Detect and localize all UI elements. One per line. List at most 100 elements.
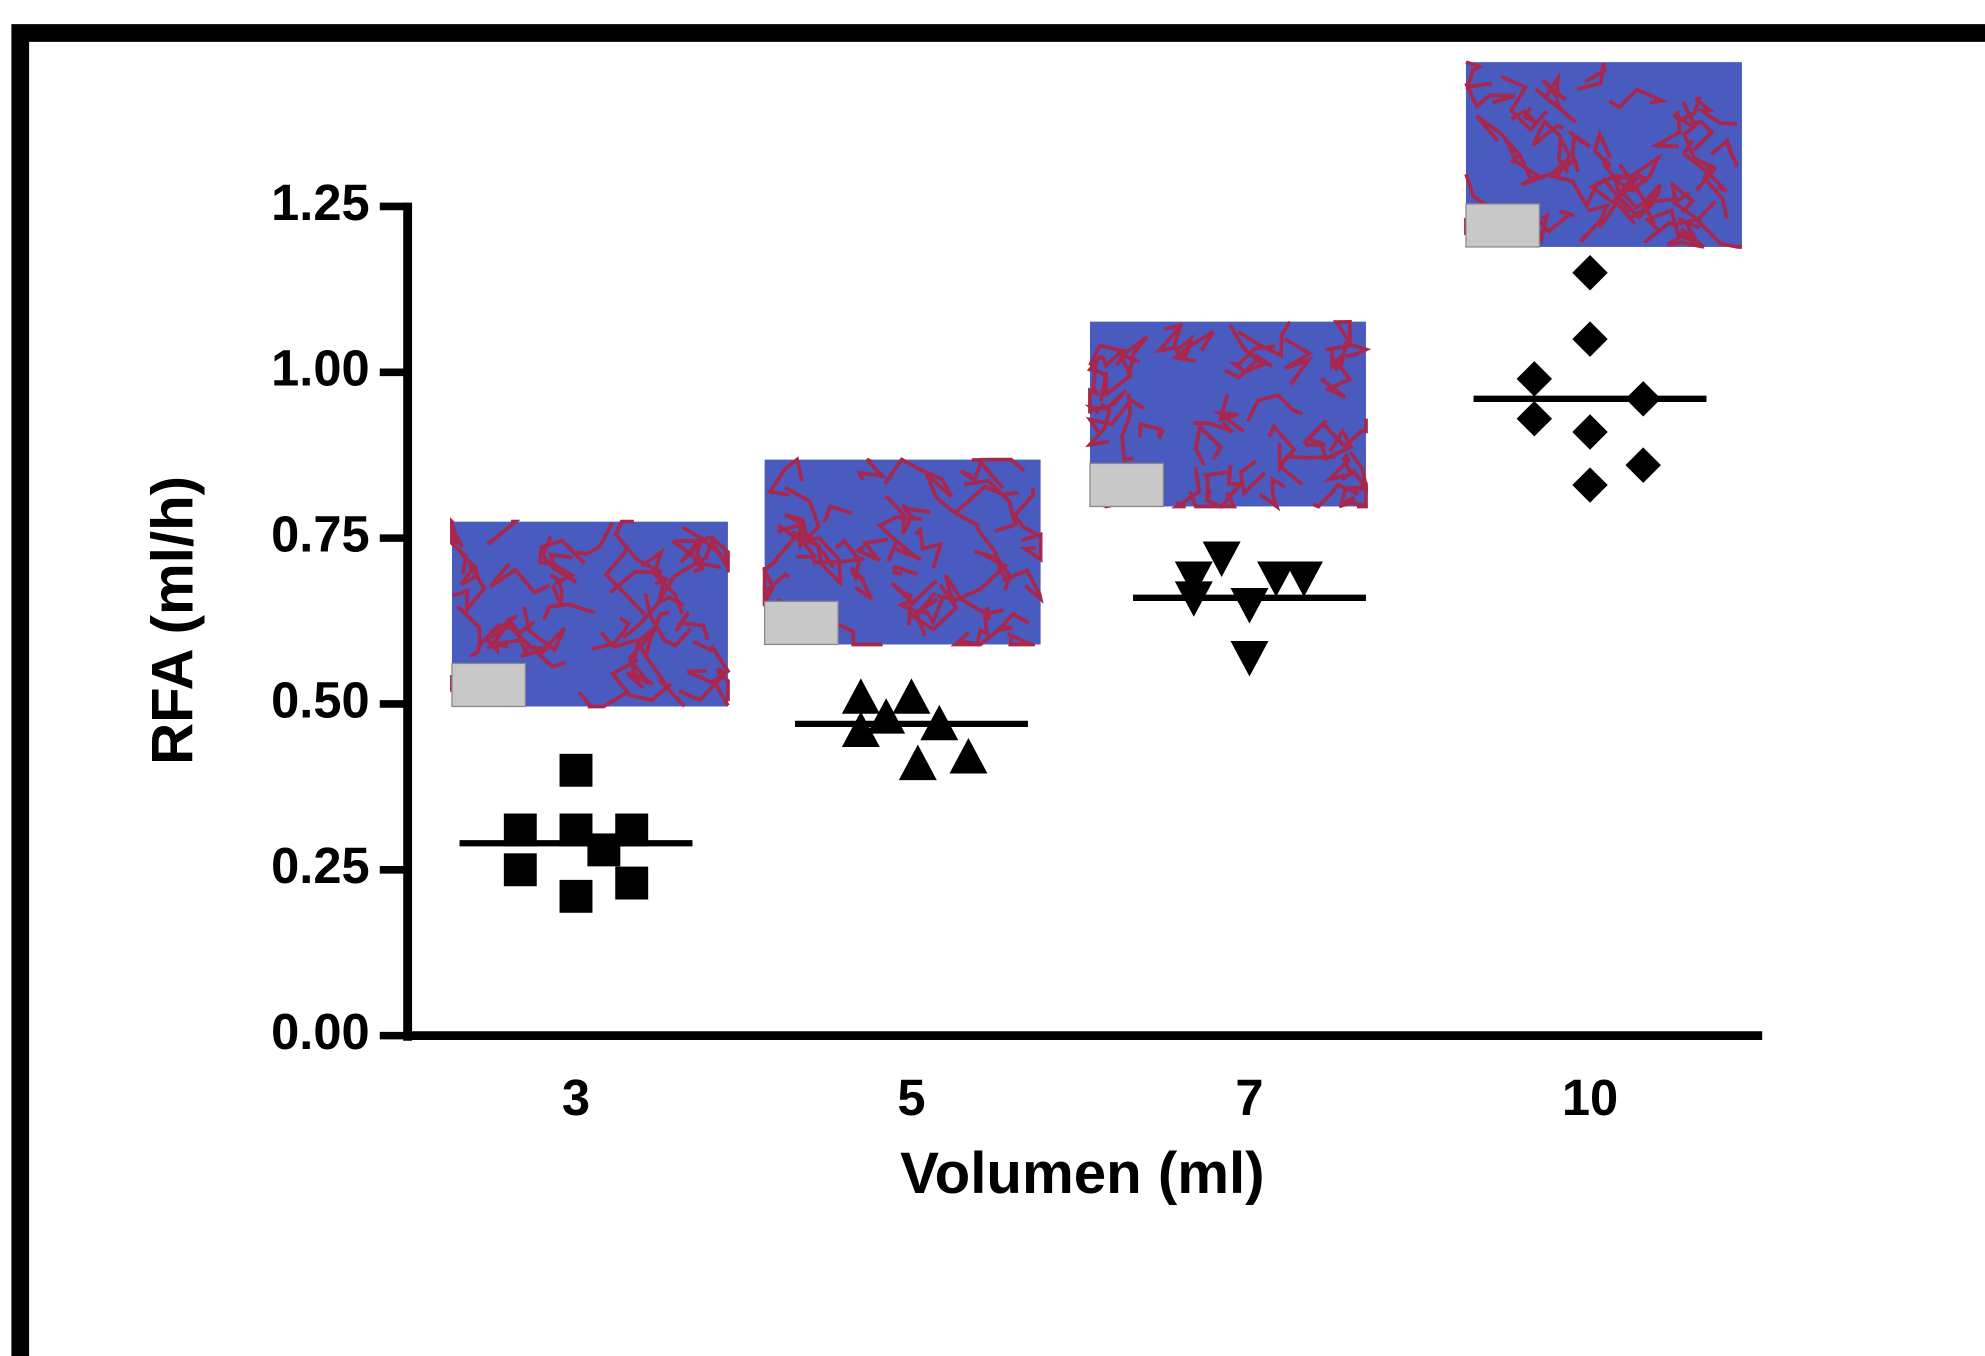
point — [503, 853, 537, 887]
inset-tissue — [537, 538, 586, 566]
inset-tissue — [1325, 319, 1353, 352]
point — [841, 711, 880, 747]
inset-tissue — [896, 591, 937, 626]
inset-tissue — [1601, 176, 1636, 202]
inset-tissue — [1193, 422, 1224, 467]
inset-tissue — [1576, 62, 1607, 92]
inset-tissue — [1503, 137, 1546, 187]
inset-tissue — [488, 562, 551, 595]
inset-tissue — [884, 494, 915, 535]
inset-tissue — [783, 485, 821, 539]
x-tick-label: 5 — [897, 1069, 925, 1126]
y-axis-label: RFA (ml/h) — [141, 476, 206, 765]
inset-tissue — [1339, 451, 1369, 507]
inset-tissue — [673, 535, 730, 573]
inset-thumbnail — [451, 662, 526, 708]
inset-tissue — [1608, 87, 1669, 110]
x-tick-label: 10 — [1562, 1069, 1618, 1126]
inset-tissue — [1694, 199, 1742, 249]
point — [1516, 400, 1553, 437]
inset-tissue — [963, 478, 1018, 533]
inset-tissue — [890, 579, 938, 606]
y-tick-label: 0.25 — [271, 837, 370, 894]
inset-tissue — [643, 592, 693, 648]
inset-tissue — [1245, 392, 1304, 422]
inset-tissue — [451, 563, 487, 616]
inset-tissue — [984, 606, 1004, 621]
inset-tissue — [1188, 490, 1237, 509]
inset-tissue — [692, 639, 731, 684]
inset-tissue — [833, 620, 883, 647]
inset-tissue — [540, 535, 578, 584]
inset-tissue — [716, 667, 727, 681]
inset-tissue — [1670, 180, 1696, 214]
point — [1230, 641, 1269, 677]
inset-tissue — [686, 669, 730, 707]
inset-tissue — [475, 622, 511, 656]
point — [1572, 255, 1608, 291]
inset-tissue — [657, 556, 708, 603]
inset-tissue — [456, 604, 482, 658]
point — [1284, 561, 1323, 597]
inset-tissue — [674, 611, 710, 641]
inset-tissue — [1104, 350, 1141, 398]
point — [1257, 561, 1296, 597]
x-tick-label: 7 — [1235, 1069, 1263, 1126]
point — [1230, 587, 1269, 624]
inset-tissue — [1120, 393, 1134, 462]
inset-tissue — [1002, 568, 1044, 605]
inset-tissue — [1592, 128, 1613, 169]
inset-tissue — [883, 457, 954, 498]
inset-tissue — [766, 456, 804, 497]
inset-tissue — [1612, 173, 1637, 226]
inset-tissue — [950, 626, 1002, 647]
inset-tissue — [590, 616, 632, 651]
inset-tissue — [621, 595, 685, 640]
inset-tissue — [1086, 354, 1108, 402]
inset-tissue — [783, 512, 811, 539]
inset-tissue — [959, 458, 1005, 490]
point — [1516, 361, 1553, 397]
inset-tissue — [1465, 60, 1492, 90]
inset-tissue — [1578, 202, 1611, 244]
inset-tissue — [692, 535, 724, 574]
inset-tissue — [1088, 343, 1127, 370]
inset-tissue — [1330, 347, 1345, 372]
inset-tissue — [954, 484, 1019, 514]
inset-tissue — [892, 564, 919, 576]
y-tick-label: 0.50 — [271, 671, 370, 728]
inset-tissue — [796, 554, 865, 565]
inset-tissue — [924, 472, 979, 528]
inset-tissue — [1567, 130, 1592, 173]
inset-tissue — [1500, 74, 1549, 133]
inset-tissue — [1085, 397, 1145, 433]
inset-tissue — [854, 537, 889, 562]
inset-tissue — [974, 522, 1008, 580]
point — [587, 833, 621, 867]
inset-tissue — [1322, 453, 1354, 483]
inset-tissue — [1238, 459, 1266, 497]
point — [559, 753, 593, 787]
inset-tissue — [1676, 217, 1701, 240]
inset-tissue — [1019, 532, 1043, 563]
inset-tissue — [1338, 495, 1367, 509]
inset-tissue — [1555, 132, 1572, 178]
inset-tissue — [1237, 320, 1292, 359]
inset-tissue — [1164, 322, 1191, 360]
inset-tissue — [1204, 464, 1245, 509]
y-tick-label: 1.25 — [271, 174, 370, 231]
inset-tissue — [599, 631, 654, 658]
inset-tissue — [776, 523, 843, 585]
inset-tissue — [900, 503, 931, 520]
point — [1174, 561, 1213, 597]
inset-tissue — [679, 525, 708, 564]
x-axis-label: Volumen (ml) — [900, 1141, 1264, 1206]
inset-tissue — [450, 517, 469, 575]
inset-tissue — [1088, 363, 1100, 414]
point — [949, 738, 988, 774]
inset-tissue — [1223, 352, 1274, 380]
inset-tissue — [541, 602, 596, 621]
point — [1625, 447, 1661, 483]
inset-tissue — [633, 637, 686, 708]
